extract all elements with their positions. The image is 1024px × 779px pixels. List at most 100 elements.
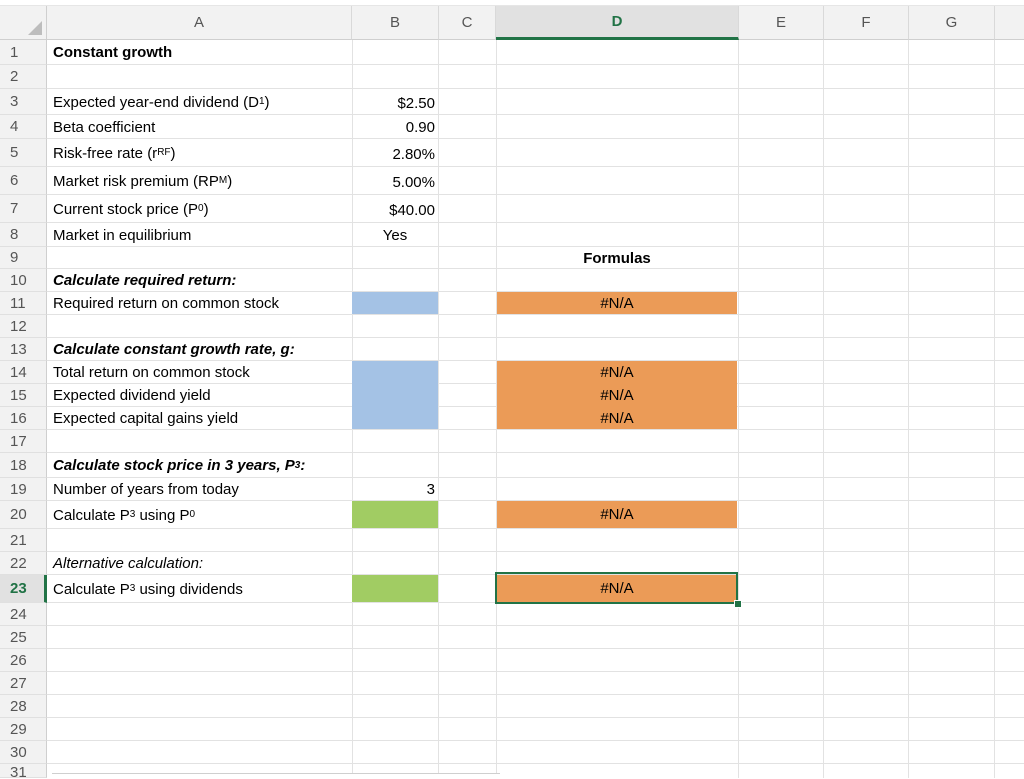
cell-a19[interactable]: Number of years from today bbox=[53, 478, 239, 501]
cell-a10-section[interactable]: Calculate required return: bbox=[53, 269, 236, 292]
cell-b6[interactable]: 5.00% bbox=[352, 167, 438, 195]
row-header[interactable]: 14 bbox=[0, 361, 47, 384]
cell-a13-section[interactable]: Calculate constant growth rate, g: bbox=[53, 338, 295, 361]
cell-a1-title[interactable]: Constant growth bbox=[53, 40, 172, 65]
cell-d14-value: #N/A bbox=[600, 364, 634, 381]
row-header[interactable]: 26 bbox=[0, 649, 47, 672]
row-header[interactable]: 12 bbox=[0, 315, 47, 338]
cell-b14-b16-input[interactable] bbox=[352, 361, 438, 429]
column-header-c[interactable]: C bbox=[439, 6, 496, 40]
cell-b3[interactable]: $2.50 bbox=[352, 89, 438, 115]
grid-line bbox=[47, 337, 1024, 338]
sheet-title: Constant growth bbox=[53, 44, 173, 61]
grid-line bbox=[47, 360, 1024, 361]
cell-a11[interactable]: Required return on common stock bbox=[53, 292, 279, 315]
cell-a15[interactable]: Expected dividend yield bbox=[53, 384, 211, 407]
cell-a3[interactable]: Expected year-end dividend (D 1) bbox=[53, 93, 270, 111]
label-text: Required return on common stock bbox=[53, 295, 279, 312]
grid-line bbox=[47, 88, 1024, 89]
row-header[interactable]: 11 bbox=[0, 292, 47, 315]
label-text: ) bbox=[170, 144, 176, 162]
row-header[interactable]: 31 bbox=[0, 764, 47, 778]
row-header[interactable]: 19 bbox=[0, 478, 47, 501]
row-header[interactable]: 15 bbox=[0, 384, 47, 407]
row-header[interactable]: 7 bbox=[0, 195, 47, 223]
label-text: ) bbox=[203, 200, 209, 218]
grid-line bbox=[47, 138, 1024, 139]
row-header[interactable]: 28 bbox=[0, 695, 47, 718]
grid-line bbox=[47, 246, 1024, 247]
grid-line bbox=[438, 40, 439, 778]
column-header-e[interactable]: E bbox=[739, 6, 824, 40]
label-text: Current stock price (P bbox=[53, 200, 199, 218]
cell-d16[interactable]: #N/A bbox=[497, 407, 737, 429]
row-header[interactable]: 9 bbox=[0, 247, 47, 269]
cell-a6[interactable]: Market risk premium (RP M) bbox=[53, 172, 233, 190]
row-header[interactable]: 22 bbox=[0, 552, 47, 575]
grid-line bbox=[47, 763, 1024, 764]
toolbar-strip bbox=[0, 0, 1024, 6]
cell-a5[interactable]: Risk-free rate (r RF) bbox=[53, 144, 176, 162]
cell-b8[interactable]: Yes bbox=[352, 223, 438, 247]
row-header[interactable]: 8 bbox=[0, 223, 47, 247]
cell-a16[interactable]: Expected capital gains yield bbox=[53, 407, 238, 430]
cell-d9-formulas-heading[interactable]: Formulas bbox=[497, 247, 737, 269]
row-header[interactable]: 13 bbox=[0, 338, 47, 361]
cell-d11-value: #N/A bbox=[600, 294, 634, 312]
label-text: Total return on common stock bbox=[53, 364, 250, 381]
cell-b5[interactable]: 2.80% bbox=[352, 139, 438, 167]
cell-d11[interactable]: #N/A bbox=[497, 292, 737, 314]
cell-d14[interactable]: #N/A bbox=[497, 361, 737, 384]
cell-b11-input[interactable] bbox=[352, 292, 438, 314]
cell-value: 2.80% bbox=[392, 145, 435, 163]
column-header-d[interactable]: D bbox=[496, 6, 739, 40]
row-header[interactable]: 27 bbox=[0, 672, 47, 695]
column-header-f[interactable]: F bbox=[824, 6, 909, 40]
grid-line bbox=[47, 166, 1024, 167]
row-header[interactable]: 18 bbox=[0, 453, 47, 478]
cell-b4[interactable]: 0.90 bbox=[352, 115, 438, 139]
cell-a14[interactable]: Total return on common stock bbox=[53, 361, 250, 384]
cell-b19[interactable]: 3 bbox=[352, 478, 438, 501]
row-header[interactable]: 6 bbox=[0, 167, 47, 195]
cell-b20-input[interactable] bbox=[352, 501, 438, 528]
cell-a7[interactable]: Current stock price (P 0) bbox=[53, 200, 209, 218]
row-header[interactable]: 24 bbox=[0, 603, 47, 626]
cell-b7[interactable]: $40.00 bbox=[352, 195, 438, 223]
cell-a4[interactable]: Beta coefficient bbox=[53, 115, 155, 139]
row-header[interactable]: 17 bbox=[0, 430, 47, 453]
row-header[interactable]: 21 bbox=[0, 529, 47, 552]
cell-value: $2.50 bbox=[397, 94, 435, 112]
select-all-button[interactable] bbox=[0, 6, 47, 40]
row-header[interactable]: 25 bbox=[0, 626, 47, 649]
cell-d20[interactable]: #N/A bbox=[497, 501, 737, 528]
cell-a8[interactable]: Market in equilibrium bbox=[53, 223, 191, 247]
grid-line bbox=[823, 40, 824, 778]
row-header[interactable]: 10 bbox=[0, 269, 47, 292]
label-text: Market in equilibrium bbox=[53, 226, 192, 244]
column-header-b[interactable]: B bbox=[352, 6, 439, 40]
grid-line bbox=[47, 671, 1024, 672]
row-header[interactable]: 1 bbox=[0, 40, 47, 65]
row-header[interactable]: 29 bbox=[0, 718, 47, 741]
column-header-g[interactable]: G bbox=[909, 6, 995, 40]
column-header-a[interactable]: A bbox=[47, 6, 352, 40]
cell-d23-selected[interactable]: #N/A bbox=[497, 575, 737, 602]
row-header[interactable]: 30 bbox=[0, 741, 47, 764]
cell-d14-d16[interactable] bbox=[497, 361, 737, 429]
row-header-active[interactable]: 23 bbox=[0, 575, 47, 603]
row-header[interactable]: 2 bbox=[0, 65, 47, 89]
row-header[interactable]: 16 bbox=[0, 407, 47, 430]
fill-handle[interactable] bbox=[734, 600, 742, 608]
row-header[interactable]: 20 bbox=[0, 501, 47, 529]
row-header[interactable]: 3 bbox=[0, 89, 47, 115]
cell-d15[interactable]: #N/A bbox=[497, 384, 737, 407]
horizontal-scrollbar[interactable] bbox=[52, 773, 500, 779]
cell-a22-section[interactable]: Alternative calculation: bbox=[53, 552, 203, 575]
cell-b23-input[interactable] bbox=[352, 575, 438, 602]
row-header[interactable]: 4 bbox=[0, 115, 47, 139]
row-header[interactable]: 5 bbox=[0, 139, 47, 167]
